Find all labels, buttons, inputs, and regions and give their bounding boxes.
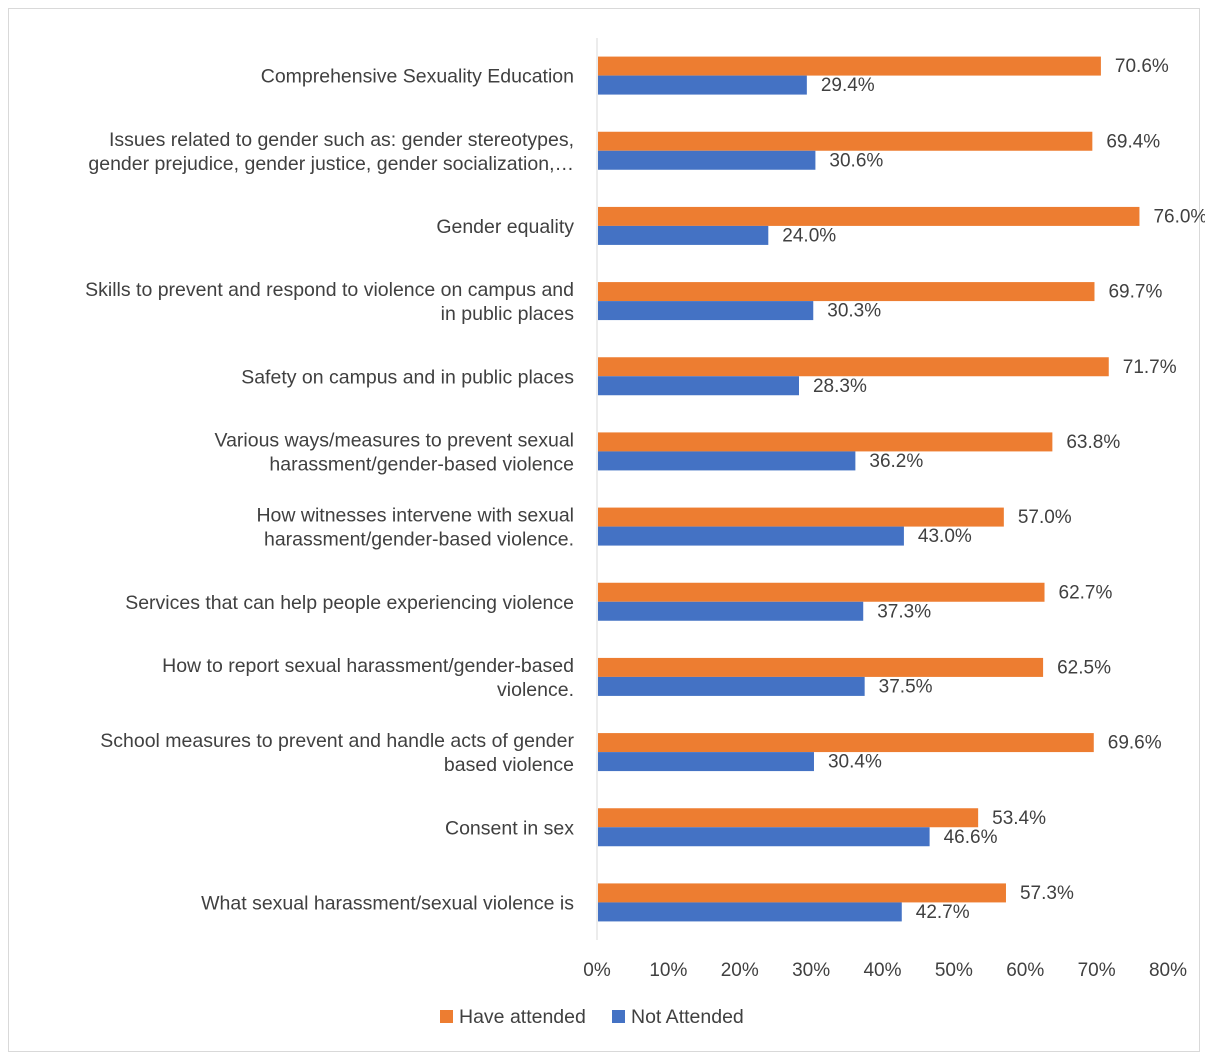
bar-not-attended-5: [598, 451, 856, 471]
x-tick-label-7: 70%: [1078, 960, 1116, 981]
data-label-have-attended-5: 63.8%: [1066, 432, 1120, 453]
data-label-have-attended-2: 76.0%: [1153, 206, 1205, 227]
data-label-not-attended-7: 37.3%: [877, 601, 931, 622]
bar-have-attended-5: [598, 432, 1053, 452]
data-label-not-attended-1: 30.6%: [829, 150, 883, 171]
data-label-have-attended-8: 62.5%: [1057, 657, 1111, 678]
data-label-have-attended-3: 69.7%: [1108, 282, 1162, 303]
data-label-have-attended-0: 70.6%: [1115, 56, 1169, 77]
x-tick-label-2: 20%: [721, 960, 759, 981]
x-tick-label-0: 0%: [583, 960, 611, 981]
bar-not-attended-9: [598, 752, 814, 772]
category-label-9-line-0: School measures to prevent and handle ac…: [100, 730, 574, 752]
bar-have-attended-6: [598, 507, 1004, 527]
data-label-not-attended-11: 42.7%: [916, 902, 970, 923]
category-label-3-line-1: in public places: [441, 303, 575, 325]
data-label-have-attended-9: 69.6%: [1108, 733, 1162, 754]
bar-have-attended-10: [598, 808, 979, 828]
category-label-6-line-1: harassment/gender-based violence.: [264, 529, 574, 551]
bar-not-attended-7: [598, 601, 864, 621]
x-tick-label-8: 80%: [1149, 960, 1187, 981]
data-label-have-attended-4: 71.7%: [1123, 357, 1177, 378]
bar-have-attended-7: [598, 582, 1045, 602]
bar-have-attended-2: [598, 206, 1140, 226]
category-label-8-line-1: violence.: [497, 679, 574, 701]
category-label-6-line-0: How witnesses intervene with sexual: [256, 505, 574, 527]
bar-not-attended-0: [598, 75, 807, 95]
bar-not-attended-2: [598, 225, 769, 245]
data-label-have-attended-1: 69.4%: [1106, 131, 1160, 152]
bar-not-attended-4: [598, 376, 799, 396]
data-label-not-attended-4: 28.3%: [813, 376, 867, 397]
data-label-not-attended-6: 43.0%: [918, 526, 972, 547]
legend-swatch-have-attended: [440, 1010, 453, 1023]
category-label-11: What sexual harassment/sexual violence i…: [201, 892, 574, 914]
bar-not-attended-8: [598, 676, 865, 696]
category-label-8-line-0: How to report sexual harassment/gender-b…: [162, 655, 574, 677]
bar-not-attended-3: [598, 301, 814, 321]
bar-not-attended-10: [598, 827, 930, 847]
category-label-1-line-1: gender prejudice, gender justice, gender…: [88, 153, 574, 175]
data-label-not-attended-9: 30.4%: [828, 752, 882, 773]
x-tick-label-4: 40%: [863, 960, 901, 981]
data-label-not-attended-8: 37.5%: [879, 676, 933, 697]
data-label-not-attended-10: 46.6%: [944, 827, 998, 848]
data-label-not-attended-2: 24.0%: [782, 225, 836, 246]
category-label-5-line-1: harassment/gender-based violence: [269, 453, 574, 475]
bar-have-attended-11: [598, 883, 1006, 903]
bar-not-attended-11: [598, 902, 902, 922]
data-label-have-attended-6: 57.0%: [1018, 507, 1072, 528]
bar-have-attended-0: [598, 56, 1101, 76]
data-label-have-attended-11: 57.3%: [1020, 883, 1074, 904]
category-label-3-line-0: Skills to prevent and respond to violenc…: [85, 279, 574, 301]
bar-have-attended-8: [598, 657, 1044, 677]
bar-not-attended-1: [598, 150, 816, 170]
category-label-5-line-0: Various ways/measures to prevent sexual: [215, 429, 574, 451]
x-tick-label-1: 10%: [649, 960, 687, 981]
x-tick-label-5: 50%: [935, 960, 973, 981]
data-label-have-attended-10: 53.4%: [992, 808, 1046, 829]
bar-have-attended-1: [598, 131, 1093, 151]
category-label-10: Consent in sex: [445, 817, 574, 839]
category-label-9-line-1: based violence: [444, 754, 574, 776]
bar-have-attended-9: [598, 733, 1094, 753]
legend-swatch-not-attended: [612, 1010, 625, 1023]
legend-label-have-attended: Have attended: [459, 1006, 586, 1028]
category-label-0: Comprehensive Sexuality Education: [261, 66, 574, 88]
bar-not-attended-6: [598, 526, 904, 546]
data-label-not-attended-0: 29.4%: [821, 75, 875, 96]
x-tick-label-3: 30%: [792, 960, 830, 981]
data-label-not-attended-5: 36.2%: [869, 451, 923, 472]
category-label-1-line-0: Issues related to gender such as: gender…: [109, 129, 574, 151]
category-label-2: Gender equality: [436, 216, 574, 238]
bar-have-attended-4: [598, 357, 1109, 377]
bar-have-attended-3: [598, 282, 1095, 302]
legend-label-not-attended: Not Attended: [631, 1006, 744, 1028]
data-label-not-attended-3: 30.3%: [827, 301, 881, 322]
data-label-have-attended-7: 62.7%: [1059, 582, 1113, 603]
category-label-4: Safety on campus and in public places: [241, 366, 574, 388]
x-tick-label-6: 60%: [1006, 960, 1044, 981]
category-label-7: Services that can help people experienci…: [125, 592, 574, 614]
